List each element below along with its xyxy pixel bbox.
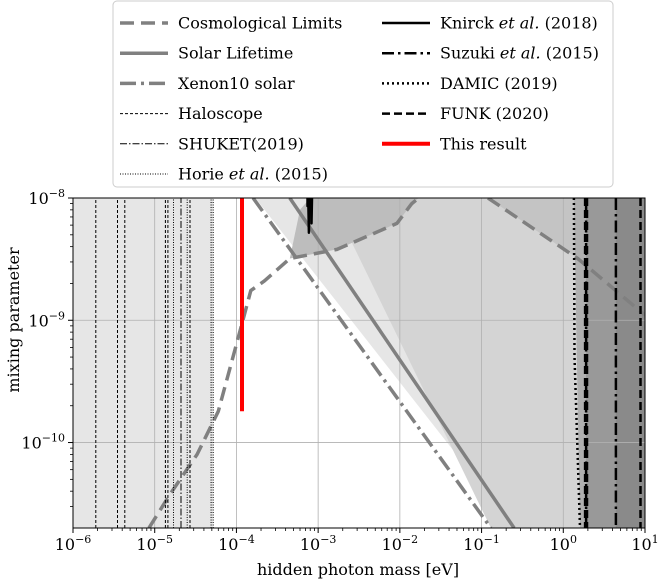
x-tick-label: 100 <box>550 533 577 554</box>
legend-label: Xenon10 solar <box>178 74 295 93</box>
y-tick-label: 10−9 <box>28 309 65 330</box>
xenon10-region <box>330 198 645 528</box>
legend-label: DAMIC (2019) <box>440 74 558 93</box>
x-axis-label: hidden photon mass [eV] <box>257 560 459 579</box>
legend-label: This result <box>440 134 527 153</box>
axes: 10−6 10−5 10−4 10−3 10−2 10−1 100 101 10−10 10−9 1… <box>21 187 658 554</box>
series-knirck-1 <box>306 198 311 234</box>
y-tick-label: 10−8 <box>28 187 65 208</box>
legend: Cosmological Limits Solar Lifetime Xenon10… <box>112 0 614 188</box>
legend-label: Solar Lifetime <box>178 44 293 63</box>
series-solar <box>288 198 516 528</box>
x-tick-label: 10−6 <box>55 533 92 554</box>
y-axis-label: mixing parameter <box>4 247 23 393</box>
legend-label: Suzuki et al. (2015) <box>440 44 599 63</box>
haloscope-region <box>73 198 214 528</box>
legend-box <box>112 0 614 188</box>
x-tick-label: 101 <box>631 533 658 554</box>
legend-label: SHUKET(2019) <box>178 134 304 153</box>
plot-area <box>73 198 645 528</box>
legend-label: FUNK (2020) <box>440 104 549 123</box>
series-knirck-2 <box>309 198 314 225</box>
x-tick-label: 10−2 <box>382 533 419 554</box>
x-tick-label: 10−4 <box>218 533 255 554</box>
y-tick-label: 10−10 <box>21 432 65 453</box>
x-tick-label: 10−3 <box>300 533 337 554</box>
x-tick-label: 10−5 <box>136 533 173 554</box>
legend-label: Cosmological Limits <box>178 14 342 33</box>
legend-label: Knirck et al. (2018) <box>440 14 598 33</box>
legend-label: Haloscope <box>178 104 263 123</box>
series-cosmo <box>147 198 420 528</box>
series-xenon <box>251 198 493 528</box>
axes-frame <box>72 197 646 529</box>
legend-label: Horie et al. (2015) <box>178 165 328 184</box>
suzuki-region <box>615 198 645 528</box>
series-cosmo2 <box>487 198 645 317</box>
plot-content <box>73 198 645 528</box>
x-tick-label: 10−1 <box>463 533 500 554</box>
